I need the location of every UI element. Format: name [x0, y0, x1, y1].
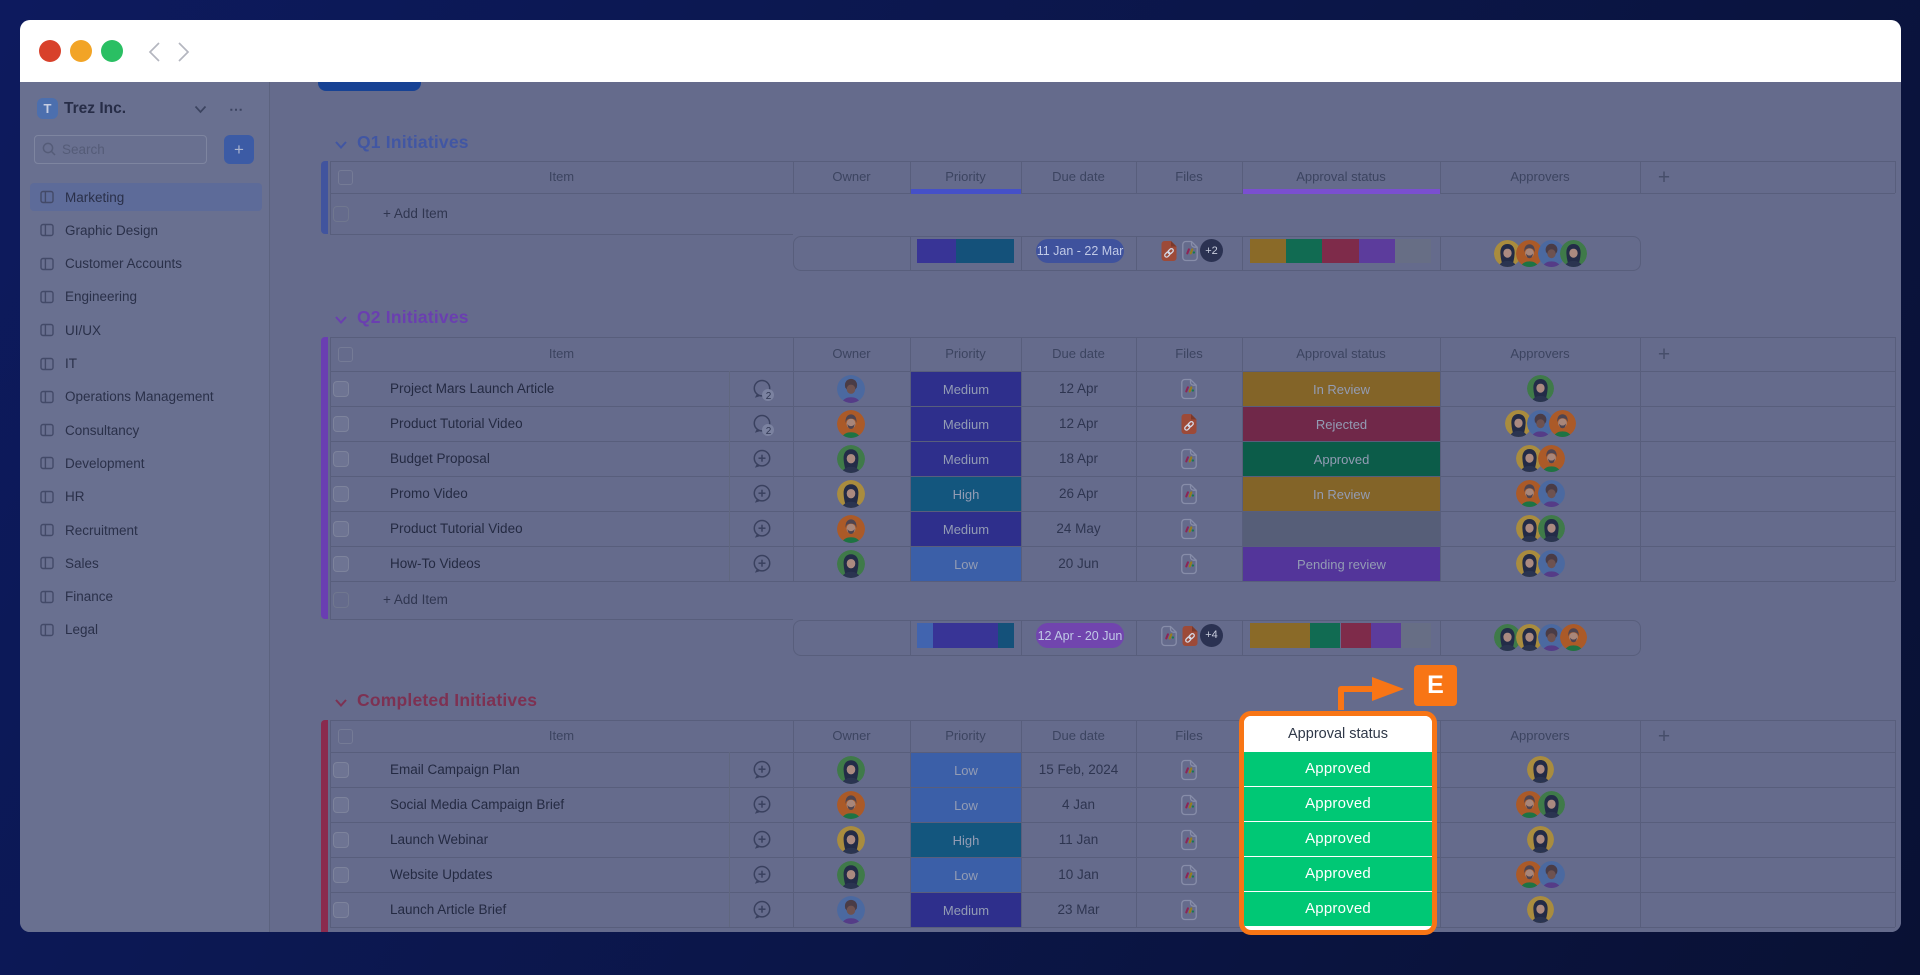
svg-text:2: 2 — [766, 425, 772, 436]
svg-text:2: 2 — [766, 390, 772, 401]
